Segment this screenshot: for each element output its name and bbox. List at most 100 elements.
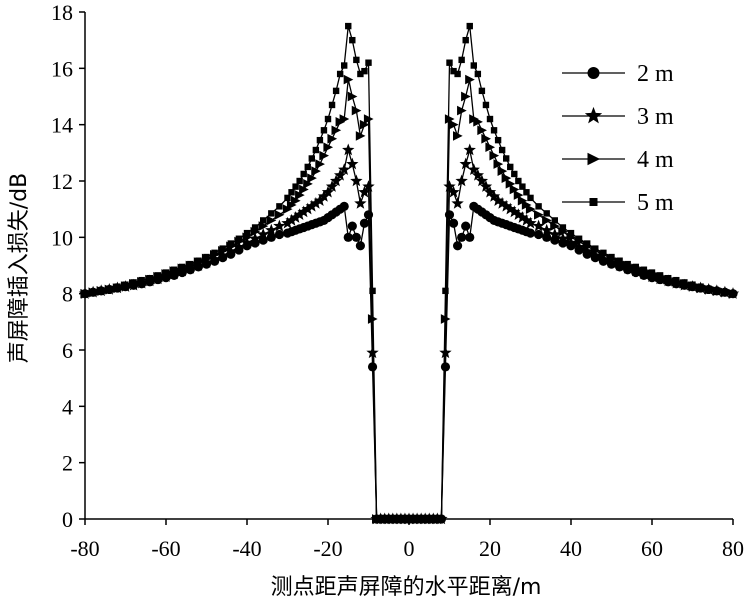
data-point bbox=[327, 133, 338, 144]
data-point bbox=[339, 201, 349, 211]
data-point bbox=[458, 56, 465, 64]
data-point bbox=[550, 221, 560, 231]
data-point bbox=[453, 131, 463, 141]
data-point bbox=[473, 117, 483, 127]
data-point bbox=[705, 285, 712, 293]
data-point bbox=[170, 266, 178, 273]
data-point bbox=[572, 240, 586, 253]
data-point bbox=[346, 157, 359, 170]
data-point bbox=[292, 183, 299, 190]
data-point bbox=[349, 36, 356, 44]
data-point bbox=[285, 213, 298, 226]
data-point bbox=[665, 274, 672, 282]
data-point bbox=[284, 194, 291, 202]
data-point bbox=[489, 150, 500, 161]
data-point bbox=[525, 228, 536, 238]
data-point bbox=[457, 232, 467, 242]
data-point bbox=[442, 287, 449, 295]
data-point bbox=[304, 163, 311, 171]
data-point bbox=[467, 163, 480, 175]
data-point bbox=[491, 194, 505, 206]
data-point bbox=[439, 346, 452, 359]
data-point bbox=[361, 67, 368, 75]
data-point bbox=[288, 189, 295, 196]
data-point bbox=[540, 223, 553, 236]
data-point bbox=[535, 203, 542, 210]
data-point bbox=[589, 249, 602, 261]
data-point bbox=[268, 210, 275, 217]
data-point bbox=[232, 240, 246, 253]
data-point bbox=[494, 136, 502, 144]
data-point bbox=[457, 105, 467, 116]
data-point bbox=[187, 260, 194, 268]
legend-label: 5 m bbox=[637, 190, 674, 216]
data-point bbox=[345, 22, 352, 30]
data-point bbox=[648, 269, 656, 276]
data-point bbox=[351, 105, 362, 116]
data-point bbox=[295, 190, 305, 200]
data-point bbox=[465, 74, 475, 85]
y-tick-label: 18 bbox=[51, 0, 73, 25]
data-point bbox=[324, 115, 332, 123]
data-point bbox=[673, 276, 680, 284]
data-point bbox=[354, 197, 367, 209]
data-point bbox=[251, 224, 259, 231]
data-point bbox=[504, 202, 517, 215]
data-point bbox=[309, 197, 323, 209]
data-point bbox=[320, 127, 328, 134]
x-tick-label: 0 bbox=[404, 536, 415, 561]
data-point bbox=[581, 244, 594, 257]
data-point bbox=[450, 67, 457, 75]
legend-item: 3 m bbox=[562, 104, 674, 130]
data-point bbox=[357, 70, 364, 78]
data-point bbox=[605, 256, 618, 268]
legend-marker bbox=[587, 67, 600, 79]
data-point bbox=[331, 125, 342, 136]
data-point bbox=[509, 184, 520, 195]
y-tick-label: 2 bbox=[62, 451, 73, 476]
series-line bbox=[84, 205, 734, 520]
data-point bbox=[548, 228, 561, 240]
data-point bbox=[347, 221, 357, 231]
data-point bbox=[516, 211, 529, 223]
data-point bbox=[525, 204, 536, 214]
data-point bbox=[487, 189, 501, 202]
data-point bbox=[597, 252, 610, 265]
data-point bbox=[162, 269, 170, 276]
data-point bbox=[564, 236, 578, 249]
data-point bbox=[98, 287, 105, 295]
data-point bbox=[575, 235, 583, 242]
data-point bbox=[500, 199, 513, 212]
data-point bbox=[512, 208, 525, 221]
data-point bbox=[333, 168, 347, 181]
data-point bbox=[444, 114, 455, 124]
data-point bbox=[477, 125, 487, 136]
data-point bbox=[592, 245, 599, 252]
data-point bbox=[519, 183, 526, 190]
data-point bbox=[520, 213, 533, 226]
data-point bbox=[475, 174, 489, 187]
data-point bbox=[559, 224, 567, 231]
legend-marker bbox=[587, 152, 601, 166]
data-point bbox=[446, 59, 453, 66]
data-point bbox=[461, 221, 471, 231]
data-point bbox=[600, 249, 607, 257]
data-point bbox=[443, 180, 456, 192]
data-point bbox=[258, 221, 269, 231]
data-point bbox=[343, 232, 353, 242]
data-point bbox=[276, 203, 283, 210]
data-point bbox=[632, 263, 639, 271]
y-tick-label: 14 bbox=[51, 113, 73, 138]
data-point bbox=[240, 236, 254, 249]
y-tick-label: 16 bbox=[51, 56, 73, 81]
data-point bbox=[534, 229, 544, 240]
x-tick-label: 20 bbox=[479, 536, 501, 561]
data-point bbox=[297, 205, 310, 218]
data-point bbox=[347, 91, 358, 102]
data-point bbox=[689, 281, 696, 288]
data-point bbox=[303, 178, 313, 189]
data-point bbox=[697, 283, 704, 290]
data-point bbox=[498, 146, 506, 154]
data-point bbox=[495, 197, 509, 209]
